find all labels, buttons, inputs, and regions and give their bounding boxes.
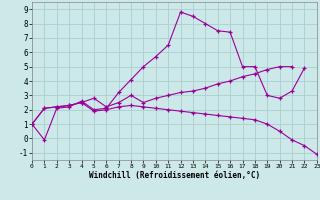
X-axis label: Windchill (Refroidissement éolien,°C): Windchill (Refroidissement éolien,°C) <box>89 171 260 180</box>
